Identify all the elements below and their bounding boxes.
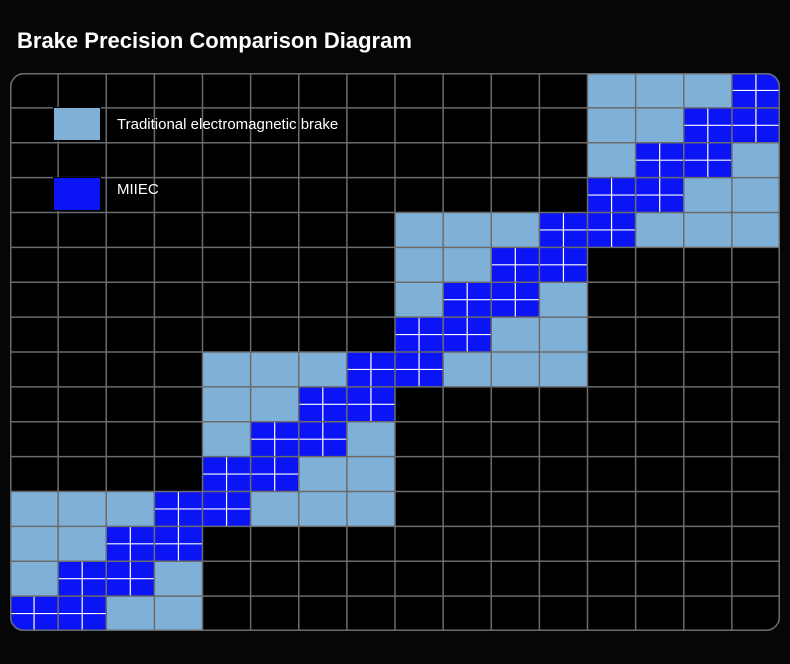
traditional-cell: [683, 177, 732, 213]
traditional-cell: [10, 561, 59, 597]
traditional-cell: [731, 212, 780, 248]
traditional-cell: [491, 352, 540, 387]
legend-label-traditional: Traditional electromagnetic brake: [117, 116, 339, 133]
traditional-cell: [443, 352, 492, 387]
traditional-cell: [202, 352, 251, 387]
traditional-cell: [10, 526, 59, 562]
traditional-cell: [731, 142, 780, 178]
comparison-grid: [10, 73, 780, 631]
traditional-cell: [683, 73, 732, 108]
traditional-cell: [539, 352, 588, 387]
page-title: Brake Precision Comparison Diagram: [17, 28, 412, 53]
grid-border: [10, 73, 780, 631]
traditional-cell: [154, 596, 203, 631]
traditional-cell: [635, 212, 684, 248]
traditional-cell: [539, 317, 588, 352]
traditional-cell: [587, 107, 636, 143]
traditional-cell: [683, 212, 732, 248]
traditional-cell: [106, 596, 155, 631]
traditional-cell: [298, 456, 347, 492]
traditional-cell: [346, 491, 395, 527]
comparison-grid-panel: Traditional electromagnetic brake MIIEC: [10, 73, 780, 631]
traditional-cell: [395, 282, 444, 318]
traditional-cell: [443, 212, 492, 248]
traditional-cell: [298, 491, 347, 527]
traditional-cell: [58, 491, 107, 527]
traditional-cell: [202, 421, 251, 457]
traditional-cell: [58, 526, 107, 562]
traditional-cell: [250, 491, 299, 527]
traditional-cell: [298, 352, 347, 387]
traditional-cell: [539, 282, 588, 318]
traditional-cell: [250, 352, 299, 387]
traditional-cell: [154, 561, 203, 597]
traditional-cell: [346, 456, 395, 492]
legend-swatch-miiec: [53, 177, 101, 211]
traditional-cell: [106, 491, 155, 527]
traditional-cell: [395, 247, 444, 283]
traditional-cell: [250, 386, 299, 422]
traditional-cell: [395, 212, 444, 248]
traditional-cell: [491, 212, 540, 248]
traditional-cell: [635, 73, 684, 108]
traditional-cell: [731, 177, 780, 213]
traditional-cell: [587, 73, 636, 108]
legend-swatch-traditional: [53, 107, 101, 141]
traditional-cell: [202, 386, 251, 422]
legend-label-miiec: MIIEC: [117, 181, 159, 198]
traditional-cell: [443, 247, 492, 283]
traditional-cell: [10, 491, 59, 527]
traditional-cell: [587, 142, 636, 178]
traditional-cell: [491, 317, 540, 352]
traditional-cell: [346, 421, 395, 457]
traditional-cell: [635, 107, 684, 143]
